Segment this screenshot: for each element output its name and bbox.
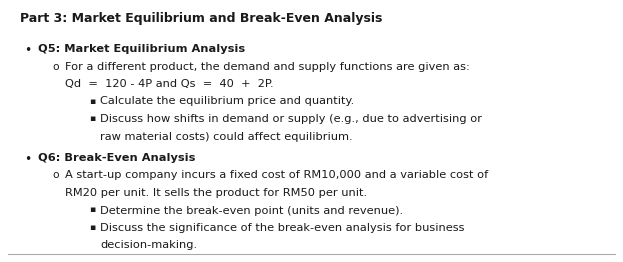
Text: Q5: Market Equilibrium Analysis: Q5: Market Equilibrium Analysis [38, 44, 245, 54]
Text: ▪: ▪ [89, 223, 95, 232]
Text: decision-making.: decision-making. [100, 241, 197, 250]
Text: raw material costs) could affect equilibrium.: raw material costs) could affect equilib… [100, 132, 353, 141]
Text: Discuss the significance of the break-even analysis for business: Discuss the significance of the break-ev… [100, 223, 465, 233]
Text: ▪: ▪ [89, 114, 95, 123]
Text: Part 3: Market Equilibrium and Break-Even Analysis: Part 3: Market Equilibrium and Break-Eve… [20, 12, 383, 25]
Text: Determine the break-even point (units and revenue).: Determine the break-even point (units an… [100, 205, 403, 216]
Text: Qd  =  120 - 4P and Qs  =  40  +  2P.: Qd = 120 - 4P and Qs = 40 + 2P. [65, 79, 273, 89]
Text: o: o [52, 171, 59, 181]
Text: Q6: Break-Even Analysis: Q6: Break-Even Analysis [38, 153, 196, 163]
Text: •: • [24, 153, 31, 166]
Text: o: o [52, 62, 59, 72]
Text: ▪: ▪ [89, 205, 95, 215]
Text: Calculate the equilibrium price and quantity.: Calculate the equilibrium price and quan… [100, 96, 354, 106]
Text: Discuss how shifts in demand or supply (e.g., due to advertising or: Discuss how shifts in demand or supply (… [100, 114, 482, 124]
Text: A start-up company incurs a fixed cost of RM10,000 and a variable cost of: A start-up company incurs a fixed cost o… [65, 171, 488, 181]
Text: ▪: ▪ [89, 96, 95, 106]
Text: •: • [24, 44, 31, 57]
Text: RM20 per unit. It sells the product for RM50 per unit.: RM20 per unit. It sells the product for … [65, 188, 367, 198]
Text: For a different product, the demand and supply functions are given as:: For a different product, the demand and … [65, 62, 470, 72]
